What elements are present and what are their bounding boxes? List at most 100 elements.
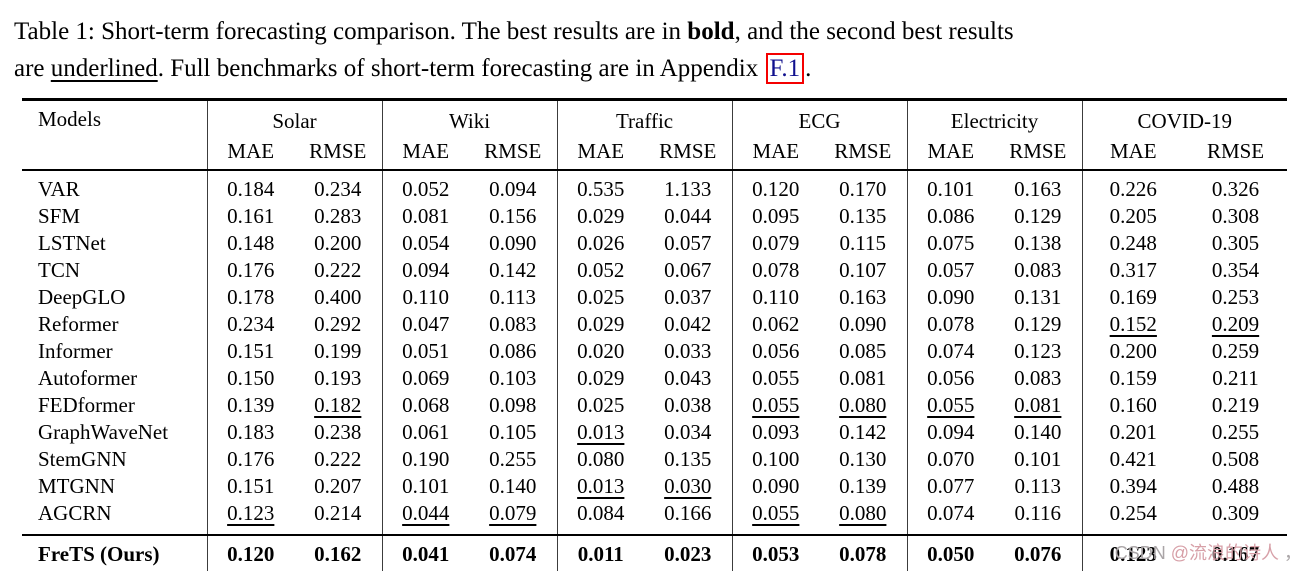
model-name-cell: MTGNN [38, 474, 115, 499]
metric-value-cell: 0.052 [556, 257, 645, 284]
metric-value-cell: 0.508 [1211, 447, 1260, 472]
metric-value-cell: 0.026 [556, 230, 645, 257]
caption-line-1: Table 1: Short-term forecasting comparis… [14, 13, 1295, 50]
metric-value-cell: 0.140 [1014, 420, 1062, 445]
metric-value-cell: 0.159 [1081, 365, 1185, 392]
model-name-cell: GraphWaveNet [38, 420, 169, 445]
metric-value-cell: 0.199 [314, 339, 362, 364]
appendix-link[interactable]: F.1 [765, 53, 805, 84]
model-name-cell: Autoformer [38, 366, 138, 391]
model-name-cell: TCN [38, 258, 80, 283]
dataset-group-header: Solar [206, 99, 383, 137]
metric-value-cell: 0.253 [1211, 285, 1260, 310]
table-row: Informer 0.151 0.199 0.051 0.086 0.020 0.033 0.… [22, 338, 1287, 365]
metric-value-cell: 0.029 [556, 365, 645, 392]
metric-value-cell: 0.283 [314, 204, 362, 229]
metric-value-cell: 0.182 [314, 393, 362, 418]
caption-text: . [805, 55, 812, 82]
metric-header: RMSE [1009, 138, 1067, 163]
metric-header: MAE [731, 137, 820, 170]
metric-value-cell: 0.090 [731, 473, 820, 500]
metric-value-cell: 0.023 [664, 542, 712, 567]
models-column-header: Models [38, 107, 101, 131]
metric-value-cell: 0.142 [839, 420, 887, 445]
metric-value-cell: 0.098 [489, 393, 537, 418]
caption-text: . Full benchmarks of short-term forecast… [157, 55, 765, 82]
metric-value-cell: 0.011 [556, 535, 645, 571]
table-row: MTGNN 0.151 0.207 0.101 0.140 0.013 0.030 0.090… [22, 473, 1287, 500]
table-row: FEDformer 0.139 0.182 0.068 0.098 0.025 0.038 0… [22, 392, 1287, 419]
metric-value-cell: 0.033 [664, 339, 712, 364]
model-name-cell: VAR [38, 177, 80, 202]
metric-value-cell: 0.200 [1081, 338, 1185, 365]
metric-value-cell: 0.056 [731, 338, 820, 365]
metric-value-cell: 0.083 [1014, 366, 1062, 391]
metric-value-cell: 0.184 [206, 170, 294, 203]
metric-value-cell: 0.042 [664, 312, 712, 337]
metric-value-cell: 0.248 [1081, 230, 1185, 257]
metric-value-cell: 0.421 [1081, 446, 1185, 473]
metric-value-cell: 0.152 [1081, 311, 1185, 338]
metric-value-cell: 0.255 [489, 447, 537, 472]
metric-value-cell: 0.142 [489, 258, 537, 283]
metric-header: MAE [906, 137, 995, 170]
metric-value-cell: 0.166 [664, 501, 712, 526]
metric-value-cell: 0.107 [839, 258, 887, 283]
metric-value-cell: 0.067 [664, 258, 712, 283]
metric-value-cell: 0.061 [381, 419, 470, 446]
metric-value-cell: 0.029 [556, 203, 645, 230]
metric-value-cell: 0.139 [839, 474, 887, 499]
metric-value-cell: 0.183 [206, 419, 294, 446]
metric-value-cell: 0.113 [489, 285, 536, 310]
metric-value-cell: 0.190 [381, 446, 470, 473]
model-name-cell: StemGNN [38, 447, 127, 472]
model-name-cell: FEDformer [38, 393, 135, 418]
metric-value-cell: 0.123 [1014, 339, 1062, 364]
metric-value-cell: 0.080 [556, 446, 645, 473]
metric-value-cell: 0.050 [906, 535, 995, 571]
metric-value-cell: 0.054 [381, 230, 470, 257]
metric-value-cell: 0.090 [489, 231, 537, 256]
metric-value-cell: 0.238 [314, 420, 362, 445]
metric-value-cell: 0.130 [839, 447, 887, 472]
metric-value-cell: 0.094 [489, 177, 537, 202]
model-name-cell: DeepGLO [38, 285, 126, 310]
metric-value-cell: 0.013 [556, 419, 645, 446]
metric-value-cell: 0.079 [489, 501, 537, 526]
table-row: TCN 0.176 0.222 0.094 0.142 0.052 0.067 0.078 0.… [22, 257, 1287, 284]
metric-value-cell: 0.317 [1081, 257, 1185, 284]
metric-header: RMSE [659, 138, 717, 163]
metric-value-cell: 0.292 [314, 312, 362, 337]
metric-value-cell: 0.110 [381, 284, 470, 311]
metric-value-cell: 0.086 [489, 339, 537, 364]
metric-value-cell: 0.169 [1081, 284, 1185, 311]
metric-value-cell: 0.090 [839, 312, 887, 337]
metric-value-cell: 0.309 [1211, 501, 1260, 526]
metric-value-cell: 0.074 [906, 338, 995, 365]
metric-value-cell: 0.030 [664, 474, 712, 499]
metric-value-cell: 0.080 [839, 393, 887, 418]
metric-value-cell: 0.226 [1081, 170, 1185, 203]
table-row: VAR 0.184 0.234 0.052 0.094 0.535 1.133 0.120 0.… [22, 170, 1287, 203]
metric-value-cell: 0.214 [314, 501, 362, 526]
model-name-cell: SFM [38, 204, 81, 229]
metric-value-cell: 0.163 [1014, 177, 1062, 202]
metric-value-cell: 0.034 [664, 420, 712, 445]
metric-value-cell: 0.308 [1211, 204, 1260, 229]
metric-value-cell: 0.084 [556, 500, 645, 535]
metric-value-cell: 0.037 [664, 285, 712, 310]
table-row: FreTS (Ours) 0.120 0.162 0.041 0.074 0.011 0.0… [22, 535, 1288, 571]
metric-value-cell: 0.140 [489, 474, 537, 499]
metric-value-cell: 0.044 [381, 500, 470, 535]
metric-value-cell: 0.025 [556, 392, 645, 419]
metric-value-cell: 0.207 [314, 474, 362, 499]
table-row: LSTNet 0.148 0.200 0.054 0.090 0.026 0.057 0.07… [22, 230, 1287, 257]
dataset-group-header: Traffic [556, 99, 733, 137]
metric-value-cell: 0.123 [1081, 535, 1185, 571]
metric-header: RMSE [834, 138, 892, 163]
metric-value-cell: 0.201 [1081, 419, 1185, 446]
metric-value-cell: 0.200 [314, 231, 362, 256]
metric-value-cell: 0.057 [664, 231, 712, 256]
metric-value-cell: 0.055 [731, 365, 820, 392]
